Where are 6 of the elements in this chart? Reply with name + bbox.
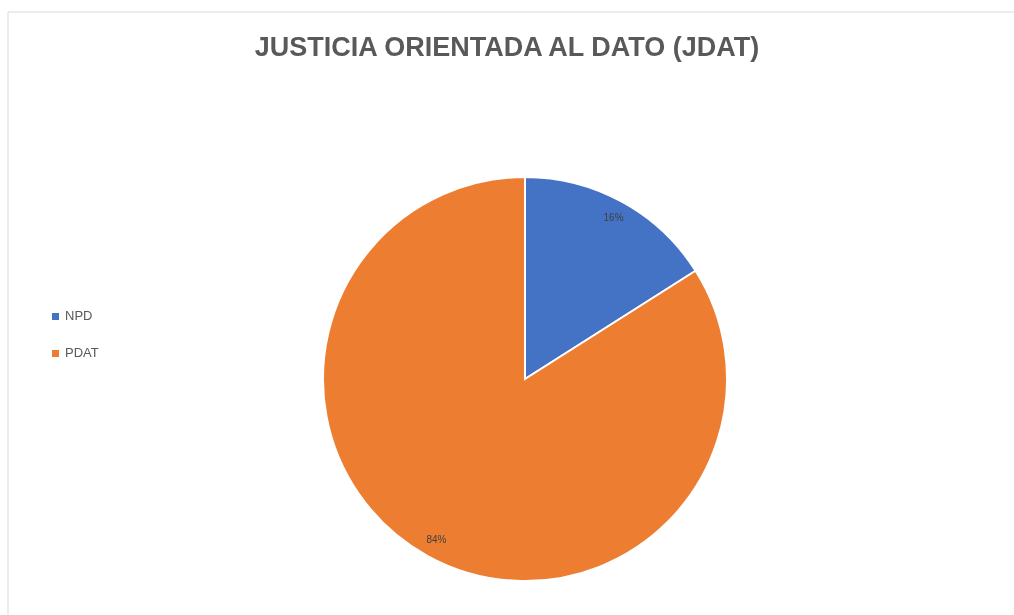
data-label: 84%: [426, 533, 447, 545]
legend-label: NPD: [65, 308, 93, 324]
chart-title: JUSTICIA ORIENTADA AL DATO (JDAT): [254, 32, 760, 62]
pie-slice: [322, 176, 728, 582]
legend-label: PDAT: [65, 345, 99, 361]
data-label: 16%: [603, 211, 624, 223]
